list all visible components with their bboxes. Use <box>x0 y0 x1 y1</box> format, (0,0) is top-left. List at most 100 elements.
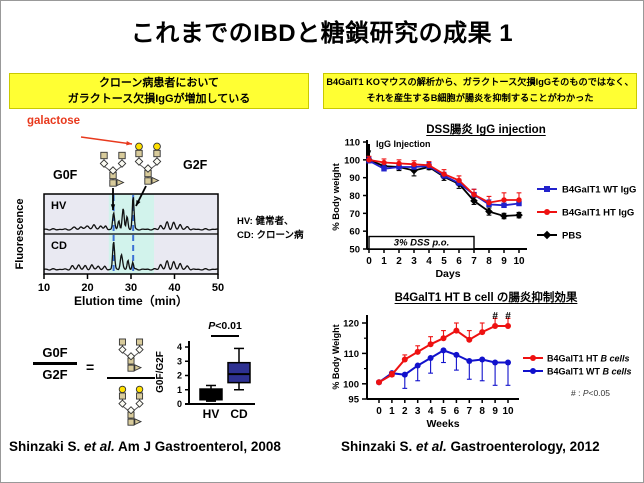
dss-chart-title: DSS腸炎 IgG injection <box>331 121 641 137</box>
svg-text:6: 6 <box>454 406 460 417</box>
svg-text:3: 3 <box>411 256 417 267</box>
legend-item-b4galt1-ht: B4GalT1 HT B cells <box>523 354 630 364</box>
svg-text:110: 110 <box>345 138 360 149</box>
svg-text:7: 7 <box>471 256 477 267</box>
svg-text:Weeks: Weeks <box>426 418 459 430</box>
dss-chart: 50 60 70 80 90 100 110 0 1 2 3 4 5 6 7 8 9 10 Days % Body w… <box>331 138 636 280</box>
svg-text:Days: Days <box>435 268 460 280</box>
glycan-g2f-small-icon <box>118 385 144 426</box>
svg-text:120: 120 <box>343 319 359 330</box>
trace-HV <box>43 197 218 231</box>
svg-text:40: 40 <box>168 282 180 294</box>
banner-right-line2: それを産生するB細胞が腸炎を抑制することがわかった <box>366 93 594 103</box>
svg-text:% Body weight: % Body weight <box>331 162 342 230</box>
banner-left: クローン病患者において ガラクトース欠損IgGが増加している <box>9 73 309 109</box>
svg-text:PBS: PBS <box>562 231 582 242</box>
svg-text:5: 5 <box>441 406 447 417</box>
svg-text:7: 7 <box>467 406 473 417</box>
svg-text:60: 60 <box>349 227 360 238</box>
citation-left: Shinzaki S. et al. Am J Gastroenterol, 2… <box>9 439 281 454</box>
cd-legend-note: CD: クローン病 <box>237 230 304 241</box>
citation-right-etal: et al. <box>416 439 447 454</box>
bcell-chart: 95 100 110 120 0 1 2 3 4 5 6 7 8 9 10 Weeks % Body Weigh… <box>331 311 632 430</box>
banner-right-line1: B4GalT1 KOマウスの解析から、ガラクトース欠損IgGそのものではなく、 <box>326 77 634 88</box>
series-pbs <box>365 156 523 220</box>
legend-item-b4galt1-ht-igg: B4GalT1 HT IgG <box>537 208 634 219</box>
svg-text:10: 10 <box>513 256 525 267</box>
svg-text:30: 30 <box>125 282 137 294</box>
svg-text:Fluorescence: Fluorescence <box>14 199 26 270</box>
chromatogram-figure: HV CD 10 20 30 40 50 Elution time（min） Fluoresce… <box>14 136 224 308</box>
svg-text:1: 1 <box>381 256 387 267</box>
svg-text:10: 10 <box>502 406 514 417</box>
svg-text:2: 2 <box>396 256 402 267</box>
svg-text:CD: CD <box>230 407 248 421</box>
svg-text:100: 100 <box>343 379 359 390</box>
svg-text:CD: CD <box>51 240 67 252</box>
svg-text:#: # <box>505 311 511 322</box>
svg-text:9: 9 <box>501 256 507 267</box>
svg-text:8: 8 <box>486 256 492 267</box>
svg-text:3% DSS p.o.: 3% DSS p.o. <box>394 238 449 249</box>
ratio-numerator: G0F <box>42 345 68 360</box>
svg-text:20: 20 <box>81 282 93 294</box>
svg-text:HV: HV <box>203 407 220 421</box>
svg-text:G0F/G2F: G0F/G2F <box>155 351 166 393</box>
svg-text:4: 4 <box>426 256 432 267</box>
svg-text:#: # <box>492 311 498 322</box>
series-b4galt1-wt <box>376 347 511 389</box>
svg-text:3: 3 <box>415 406 421 417</box>
page-title: これまでのIBDと糖鎖研究の成果 1 <box>130 20 514 47</box>
svg-text:4: 4 <box>177 342 182 352</box>
glycan-fraction-figure <box>107 338 155 426</box>
svg-text:0: 0 <box>366 256 372 267</box>
boxplot-figure: 0 1 2 3 4 HV CD P<0.01 G0F/G2F <box>155 320 255 421</box>
svg-text:8: 8 <box>479 406 485 417</box>
svg-text:5: 5 <box>441 256 447 267</box>
bcell-chart-title-text: B4GalT1 HT B cell の腸炎抑制効果 <box>394 292 578 304</box>
banner-left-line2: ガラクトース欠損IgGが増加している <box>67 93 251 105</box>
svg-text:HV: HV <box>51 200 67 212</box>
galactose-label: galactose <box>27 115 81 127</box>
svg-text:10: 10 <box>38 282 50 294</box>
svg-text:1: 1 <box>177 385 182 395</box>
trace-CD <box>43 241 218 271</box>
svg-text:6: 6 <box>456 256 462 267</box>
svg-text:50: 50 <box>212 282 224 294</box>
svg-text:1: 1 <box>389 406 395 417</box>
svg-text:B4GalT1 HT IgG: B4GalT1 HT IgG <box>562 208 634 219</box>
svg-text:% Body Weight: % Body Weight <box>331 324 341 389</box>
glycan-g2f-icon <box>134 142 162 185</box>
svg-text:Elution time（min）: Elution time（min） <box>74 293 188 308</box>
svg-text:80: 80 <box>349 191 360 202</box>
svg-text:0: 0 <box>177 399 182 409</box>
equals-sign: = <box>86 359 95 375</box>
ratio-fraction: G0F G2F <box>31 345 79 382</box>
dss-box <box>368 235 475 250</box>
svg-text:100: 100 <box>344 155 360 166</box>
citation-left-pre: Shinzaki S. <box>9 439 85 454</box>
box-CD <box>227 361 251 384</box>
citation-right-post: Gastroenterology, 2012 <box>446 439 600 454</box>
box-HV <box>199 388 223 401</box>
series-b4galt1-ht-igg <box>366 155 522 206</box>
banner-right: B4GalT1 KOマウスの解析から、ガラクトース欠損IgGそのものではなく、 … <box>323 73 637 109</box>
citation-right-pre: Shinzaki S. <box>341 439 417 454</box>
fraction-bar <box>33 362 77 365</box>
svg-text:110: 110 <box>344 349 359 360</box>
svg-text:P<0.01: P<0.01 <box>208 320 242 332</box>
hv-legend-note: HV: 健常者、 <box>237 216 294 227</box>
g0f-label: G0F <box>53 168 78 182</box>
glycan-g0f-small-icon <box>118 338 144 372</box>
svg-text:9: 9 <box>492 406 498 417</box>
banner-left-line1: クローン病患者において <box>98 76 220 89</box>
svg-text:B4GalT1 WT B cells: B4GalT1 WT B cells <box>547 367 632 377</box>
series-b4galt1-ht <box>376 317 511 386</box>
svg-text:90: 90 <box>349 173 360 184</box>
svg-text:B4GalT1 WT IgG: B4GalT1 WT IgG <box>562 185 636 196</box>
legend-item-pbs: PBS <box>537 231 582 242</box>
legend-item-b4galt1-wt-igg: B4GalT1 WT IgG <box>537 185 636 196</box>
svg-text:4: 4 <box>428 406 434 417</box>
svg-text:0: 0 <box>376 406 382 417</box>
